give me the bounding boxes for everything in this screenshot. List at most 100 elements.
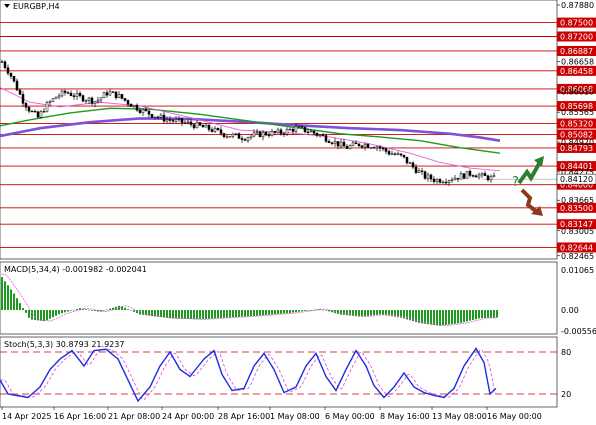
candle-body bbox=[108, 91, 112, 96]
macd-bar bbox=[466, 310, 468, 322]
candle-body bbox=[381, 147, 385, 150]
macd-bar bbox=[343, 310, 345, 315]
candle-body bbox=[117, 94, 121, 98]
candle-body bbox=[138, 109, 142, 113]
macd-bar bbox=[49, 310, 51, 319]
macd-bar bbox=[421, 310, 423, 324]
price-level-lines bbox=[0, 22, 557, 248]
macd-bar bbox=[400, 310, 402, 318]
macd-bar bbox=[22, 307, 24, 310]
dropdown-triangle-icon[interactable] bbox=[4, 4, 10, 8]
candle-body bbox=[306, 131, 310, 133]
candle-body bbox=[237, 133, 241, 139]
macd-bar bbox=[271, 310, 273, 315]
candle-body bbox=[186, 121, 190, 123]
candle-body bbox=[18, 89, 22, 95]
candle-body bbox=[21, 94, 25, 104]
candle-body bbox=[423, 171, 427, 179]
candle-body bbox=[192, 124, 196, 129]
candle-body bbox=[171, 120, 175, 122]
macd-bar bbox=[406, 310, 408, 320]
price-tick-label: 0.83005 bbox=[561, 227, 594, 236]
candle-body bbox=[252, 132, 256, 137]
candle-body bbox=[399, 153, 403, 156]
candle-body bbox=[243, 139, 247, 141]
level-tag bbox=[557, 118, 596, 129]
candle-body bbox=[438, 179, 442, 183]
candle-body bbox=[255, 131, 259, 134]
macd-tick-label: 0.00 bbox=[561, 306, 579, 315]
moving-averages bbox=[0, 87, 501, 172]
candle-body bbox=[345, 146, 349, 149]
current-price-tag bbox=[556, 173, 596, 185]
macd-bar bbox=[181, 310, 183, 319]
candle-body bbox=[0, 61, 4, 63]
macd-bar bbox=[232, 310, 234, 318]
macd-bar bbox=[385, 310, 387, 316]
candle-body bbox=[15, 80, 19, 91]
macd-bar bbox=[307, 310, 309, 311]
macd-bar bbox=[10, 289, 12, 310]
macd-bar bbox=[358, 310, 360, 317]
macd-bar bbox=[4, 281, 6, 310]
level-tag-label: 0.84793 bbox=[560, 144, 593, 153]
macd-bar bbox=[58, 310, 60, 315]
macd-bar bbox=[175, 310, 177, 319]
price-tick-label: 0.83665 bbox=[561, 196, 594, 205]
stoch-panel bbox=[0, 336, 558, 408]
macd-bar bbox=[370, 310, 372, 316]
macd-tick-label: -0.005569 bbox=[561, 327, 596, 336]
macd-bar bbox=[451, 310, 453, 325]
macd-bar bbox=[40, 310, 42, 321]
candle-body bbox=[165, 119, 169, 122]
macd-bar bbox=[460, 310, 462, 323]
level-tag bbox=[557, 31, 596, 42]
macd-bar bbox=[1, 277, 3, 310]
candle-body bbox=[126, 100, 130, 105]
macd-bar bbox=[439, 310, 441, 326]
candle-body bbox=[198, 122, 202, 126]
macd-bar bbox=[253, 310, 255, 317]
candle-body bbox=[309, 130, 313, 133]
macd-bar bbox=[319, 308, 321, 310]
macd-bar bbox=[268, 310, 270, 315]
macd-bar bbox=[220, 310, 222, 319]
candle-body bbox=[132, 104, 136, 107]
candle-body bbox=[441, 181, 445, 184]
candle-body bbox=[123, 98, 127, 101]
macd-bar bbox=[214, 310, 216, 319]
time-tick-label: 24 Apr 00:00 bbox=[162, 412, 214, 421]
candle-body bbox=[51, 98, 55, 102]
candle-body bbox=[408, 162, 412, 164]
candle-body bbox=[162, 114, 166, 122]
level-tag bbox=[557, 101, 596, 112]
candle-body bbox=[57, 95, 61, 98]
macd-bar bbox=[100, 310, 102, 312]
macd-bar bbox=[316, 309, 318, 310]
candle-body bbox=[384, 148, 388, 152]
macd-bar bbox=[484, 310, 486, 319]
candle-body bbox=[267, 134, 271, 137]
candle-body bbox=[492, 175, 496, 177]
candle-body bbox=[225, 136, 229, 138]
price-tick-label: 0.84920 bbox=[561, 138, 594, 147]
candle-body bbox=[204, 124, 208, 128]
candle-body bbox=[453, 177, 457, 181]
candle-body bbox=[444, 181, 448, 184]
candle-body bbox=[486, 175, 490, 181]
price-tick-label: 0.84275 bbox=[561, 168, 594, 177]
macd-bar bbox=[433, 310, 435, 325]
candle-body bbox=[297, 126, 301, 128]
macd-signal bbox=[2, 273, 498, 327]
candle-body bbox=[426, 174, 430, 179]
macd-bar bbox=[238, 310, 240, 317]
candle-body bbox=[189, 121, 193, 125]
macd-tick-label: 0.01065 bbox=[561, 266, 594, 275]
candle-body bbox=[105, 92, 109, 96]
macd-bar bbox=[106, 309, 108, 311]
macd-bar bbox=[145, 310, 147, 316]
macd-bar bbox=[349, 310, 351, 316]
level-tag bbox=[557, 202, 596, 213]
candle-body bbox=[318, 134, 322, 136]
candle-body bbox=[276, 129, 280, 133]
